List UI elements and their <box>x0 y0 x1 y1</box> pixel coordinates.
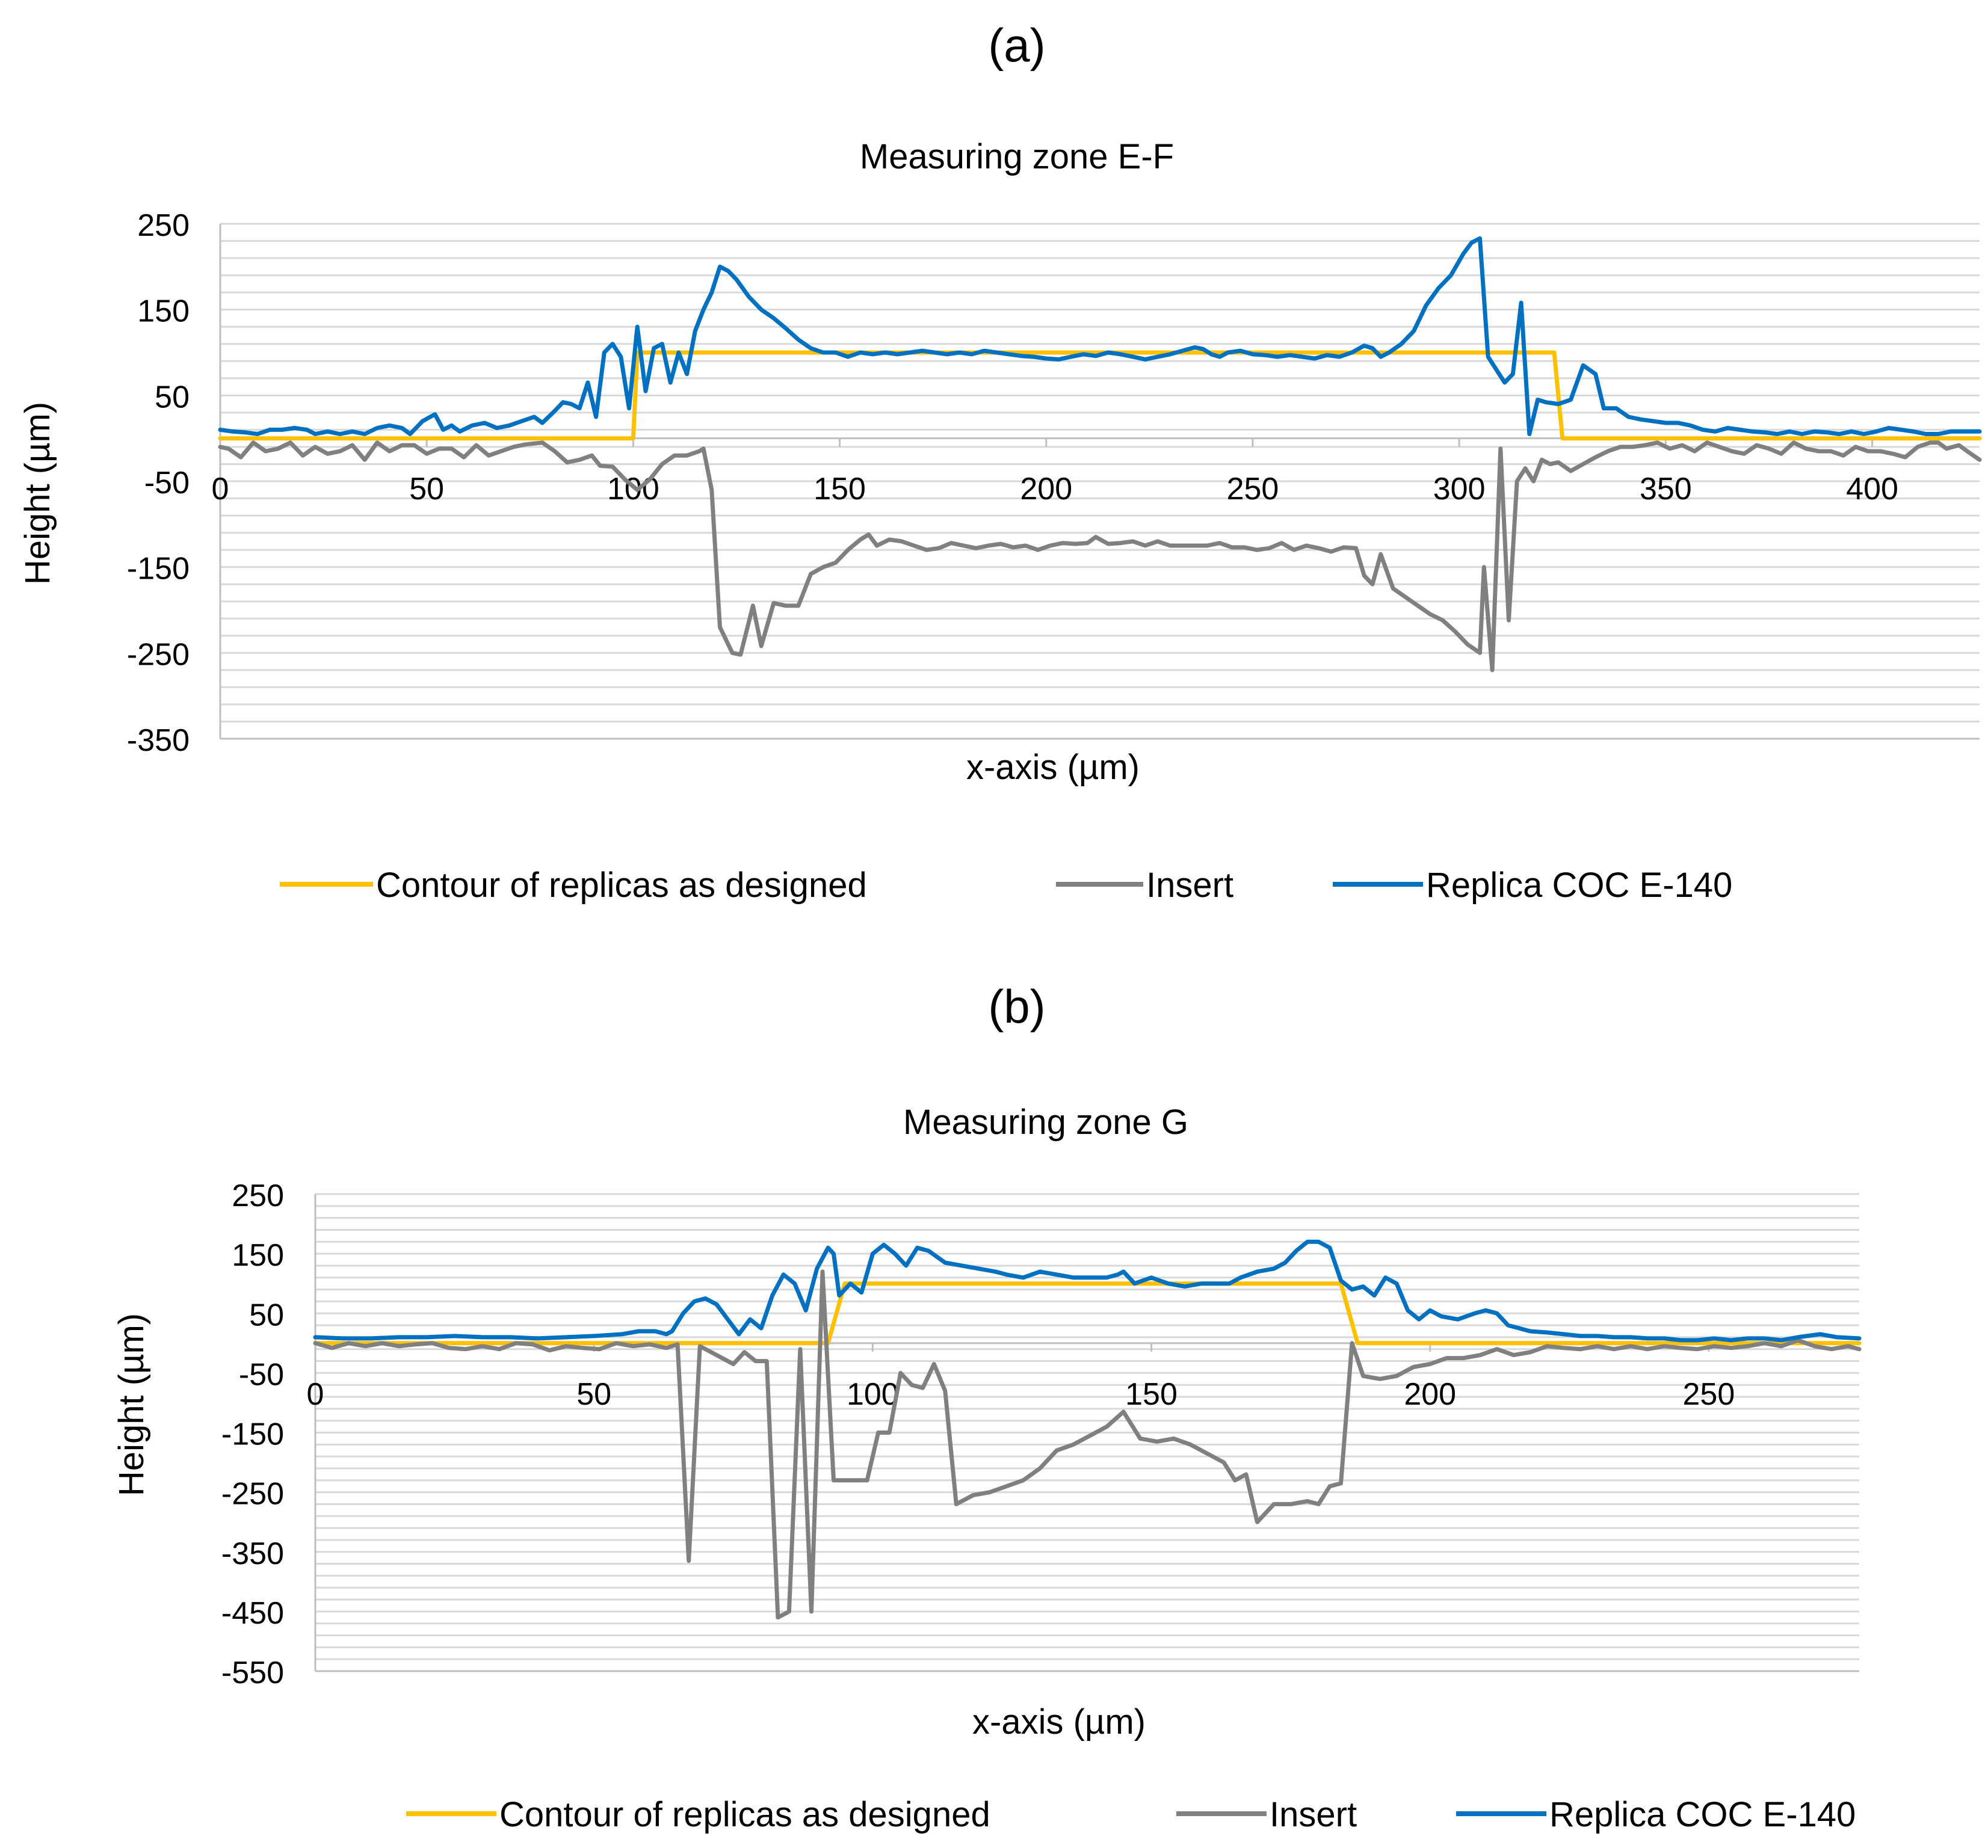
legend-label-replica-a: Replica COC E-140 <box>1426 866 1732 905</box>
x-tick-label: 250 <box>1683 1377 1735 1412</box>
series-line-insert <box>313 1269 1862 1620</box>
y-tick-label: 50 <box>155 380 190 414</box>
legend-label-insert-a: Insert <box>1146 866 1233 905</box>
series-lines-b <box>313 1239 1862 1620</box>
y-axis-label-a: Height (µm) <box>18 402 57 585</box>
series-line-insert <box>218 440 1982 673</box>
y-tick-label: -150 <box>127 552 190 587</box>
y-tick-label: -150 <box>221 1417 284 1452</box>
y-tick-label: -250 <box>221 1477 284 1512</box>
x-tick-label: 50 <box>576 1377 611 1412</box>
y-tick-label: -250 <box>127 637 190 672</box>
series-line-replica <box>313 1239 1862 1343</box>
y-tick-label: 250 <box>137 208 190 243</box>
x-tick-label: 350 <box>1640 472 1692 507</box>
legend-label-designed-a: Contour of replicas as designed <box>376 866 867 905</box>
series-line-replica <box>218 236 1982 436</box>
y-tick-label: -550 <box>221 1656 284 1690</box>
y-tick-labels-a: 250 150 50 -50 -150 -250 -350 <box>127 208 190 758</box>
y-tick-label: -350 <box>127 723 190 758</box>
panel-label-b: (b) <box>988 980 1045 1033</box>
legend-a: Contour of replicas as designed Insert R… <box>280 866 1732 905</box>
x-tick-label: 300 <box>1433 472 1486 507</box>
x-tick-label: 200 <box>1020 472 1072 507</box>
chart-title-a: Measuring zone E-F <box>860 137 1174 176</box>
series-line-designed <box>313 1281 1862 1346</box>
x-axis-label-b: x-axis (µm) <box>972 1702 1146 1742</box>
y-tick-label: -50 <box>239 1357 284 1392</box>
x-tick-label: 200 <box>1404 1377 1456 1412</box>
legend-label-designed-b: Contour of replicas as designed <box>499 1795 990 1834</box>
panel-b: (b) Measuring zone G 250 150 50 -50 -150 -250… <box>112 980 1862 1834</box>
x-tick-labels-b: 0 50 100 150 200 250 <box>307 1377 1735 1412</box>
legend-b: Contour of replicas as designed Insert R… <box>406 1795 1856 1834</box>
x-tick-label: 100 <box>847 1377 899 1412</box>
legend-label-insert-b: Insert <box>1270 1795 1357 1834</box>
x-tick-label: 250 <box>1227 472 1279 507</box>
y-axis-label-b: Height (µm) <box>112 1313 151 1496</box>
y-tick-labels-b: 250 150 50 -50 -150 -250 -350 -450 -550 <box>221 1178 284 1690</box>
x-tick-label: 0 <box>212 472 229 507</box>
legend-label-replica-b: Replica COC E-140 <box>1549 1795 1856 1834</box>
y-tick-label: 150 <box>137 294 190 329</box>
x-tick-label: 50 <box>409 472 444 507</box>
y-tick-label: 50 <box>249 1298 284 1332</box>
y-tick-label: 150 <box>232 1238 284 1273</box>
x-tick-label: 400 <box>1846 472 1898 507</box>
y-tick-label: -350 <box>221 1536 284 1571</box>
y-tick-label: -450 <box>221 1596 284 1631</box>
series-lines-a <box>218 236 1982 673</box>
x-tick-labels-a: 0 50 100 150 200 250 300 350 400 <box>212 472 1898 507</box>
series-line-designed <box>218 350 1982 441</box>
x-tick-label: 0 <box>307 1377 324 1412</box>
x-tick-label: 150 <box>1125 1377 1178 1412</box>
y-tick-label: -50 <box>144 466 190 500</box>
panel-a: (a) Measuring zone E-F 250 150 50 -50 -150 -2… <box>18 19 1982 905</box>
panel-label-a: (a) <box>988 19 1045 72</box>
y-tick-label: 250 <box>232 1178 284 1213</box>
x-axis-label-a: x-axis (µm) <box>966 748 1140 787</box>
grid-lines-b <box>315 1193 1859 1660</box>
chart-title-b: Measuring zone G <box>903 1103 1188 1142</box>
x-tick-label: 150 <box>813 472 866 507</box>
grid-lines-a <box>220 223 1980 722</box>
